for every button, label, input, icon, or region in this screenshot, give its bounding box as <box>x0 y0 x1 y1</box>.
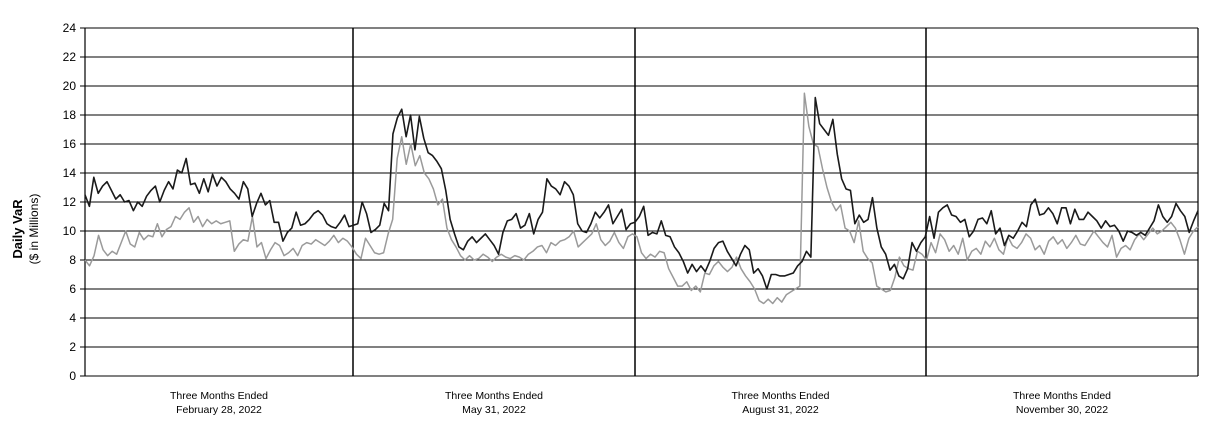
y-tick-label: 24 <box>63 21 77 35</box>
y-axis-subtitle: ($ in Millions) <box>27 194 41 265</box>
y-tick-label: 16 <box>63 137 77 151</box>
series-line-dark <box>84 96 1199 290</box>
y-axis-label: Daily VaR <box>10 199 25 259</box>
y-tick-label: 4 <box>69 311 76 325</box>
period-label-line1: Three Months Ended <box>1013 390 1111 402</box>
series-line-light <box>84 92 1199 305</box>
y-tick-label: 8 <box>69 253 76 267</box>
grid-layer <box>80 27 1199 377</box>
y-tick-label: 12 <box>63 195 77 209</box>
y-tick-label: 18 <box>63 108 77 122</box>
period-label-line2: February 28, 2022 <box>176 404 262 416</box>
y-axis-title: Daily VaR <box>10 199 25 259</box>
y-tick-label: 6 <box>69 282 76 296</box>
y-tick-label: 0 <box>69 369 76 383</box>
y-axis-unit-label: ($ in Millions) <box>27 194 41 265</box>
y-tick-label: 20 <box>63 79 77 93</box>
y-tick-label: 14 <box>63 166 77 180</box>
period-label-line1: Three Months Ended <box>731 390 829 402</box>
y-tick-label: 10 <box>63 224 77 238</box>
y-tick-label: 22 <box>63 50 77 64</box>
y-tick-label: 2 <box>69 340 76 354</box>
period-label-line1: Three Months Ended <box>445 390 543 402</box>
period-label-line2: May 31, 2022 <box>462 404 526 416</box>
series-layer <box>84 92 1199 305</box>
period-label-line1: Three Months Ended <box>170 390 268 402</box>
period-labels: Three Months Ended February 28, 2022 Three… <box>170 390 1111 416</box>
period-label-line2: August 31, 2022 <box>742 404 819 416</box>
period-label-line2: November 30, 2022 <box>1016 404 1108 416</box>
